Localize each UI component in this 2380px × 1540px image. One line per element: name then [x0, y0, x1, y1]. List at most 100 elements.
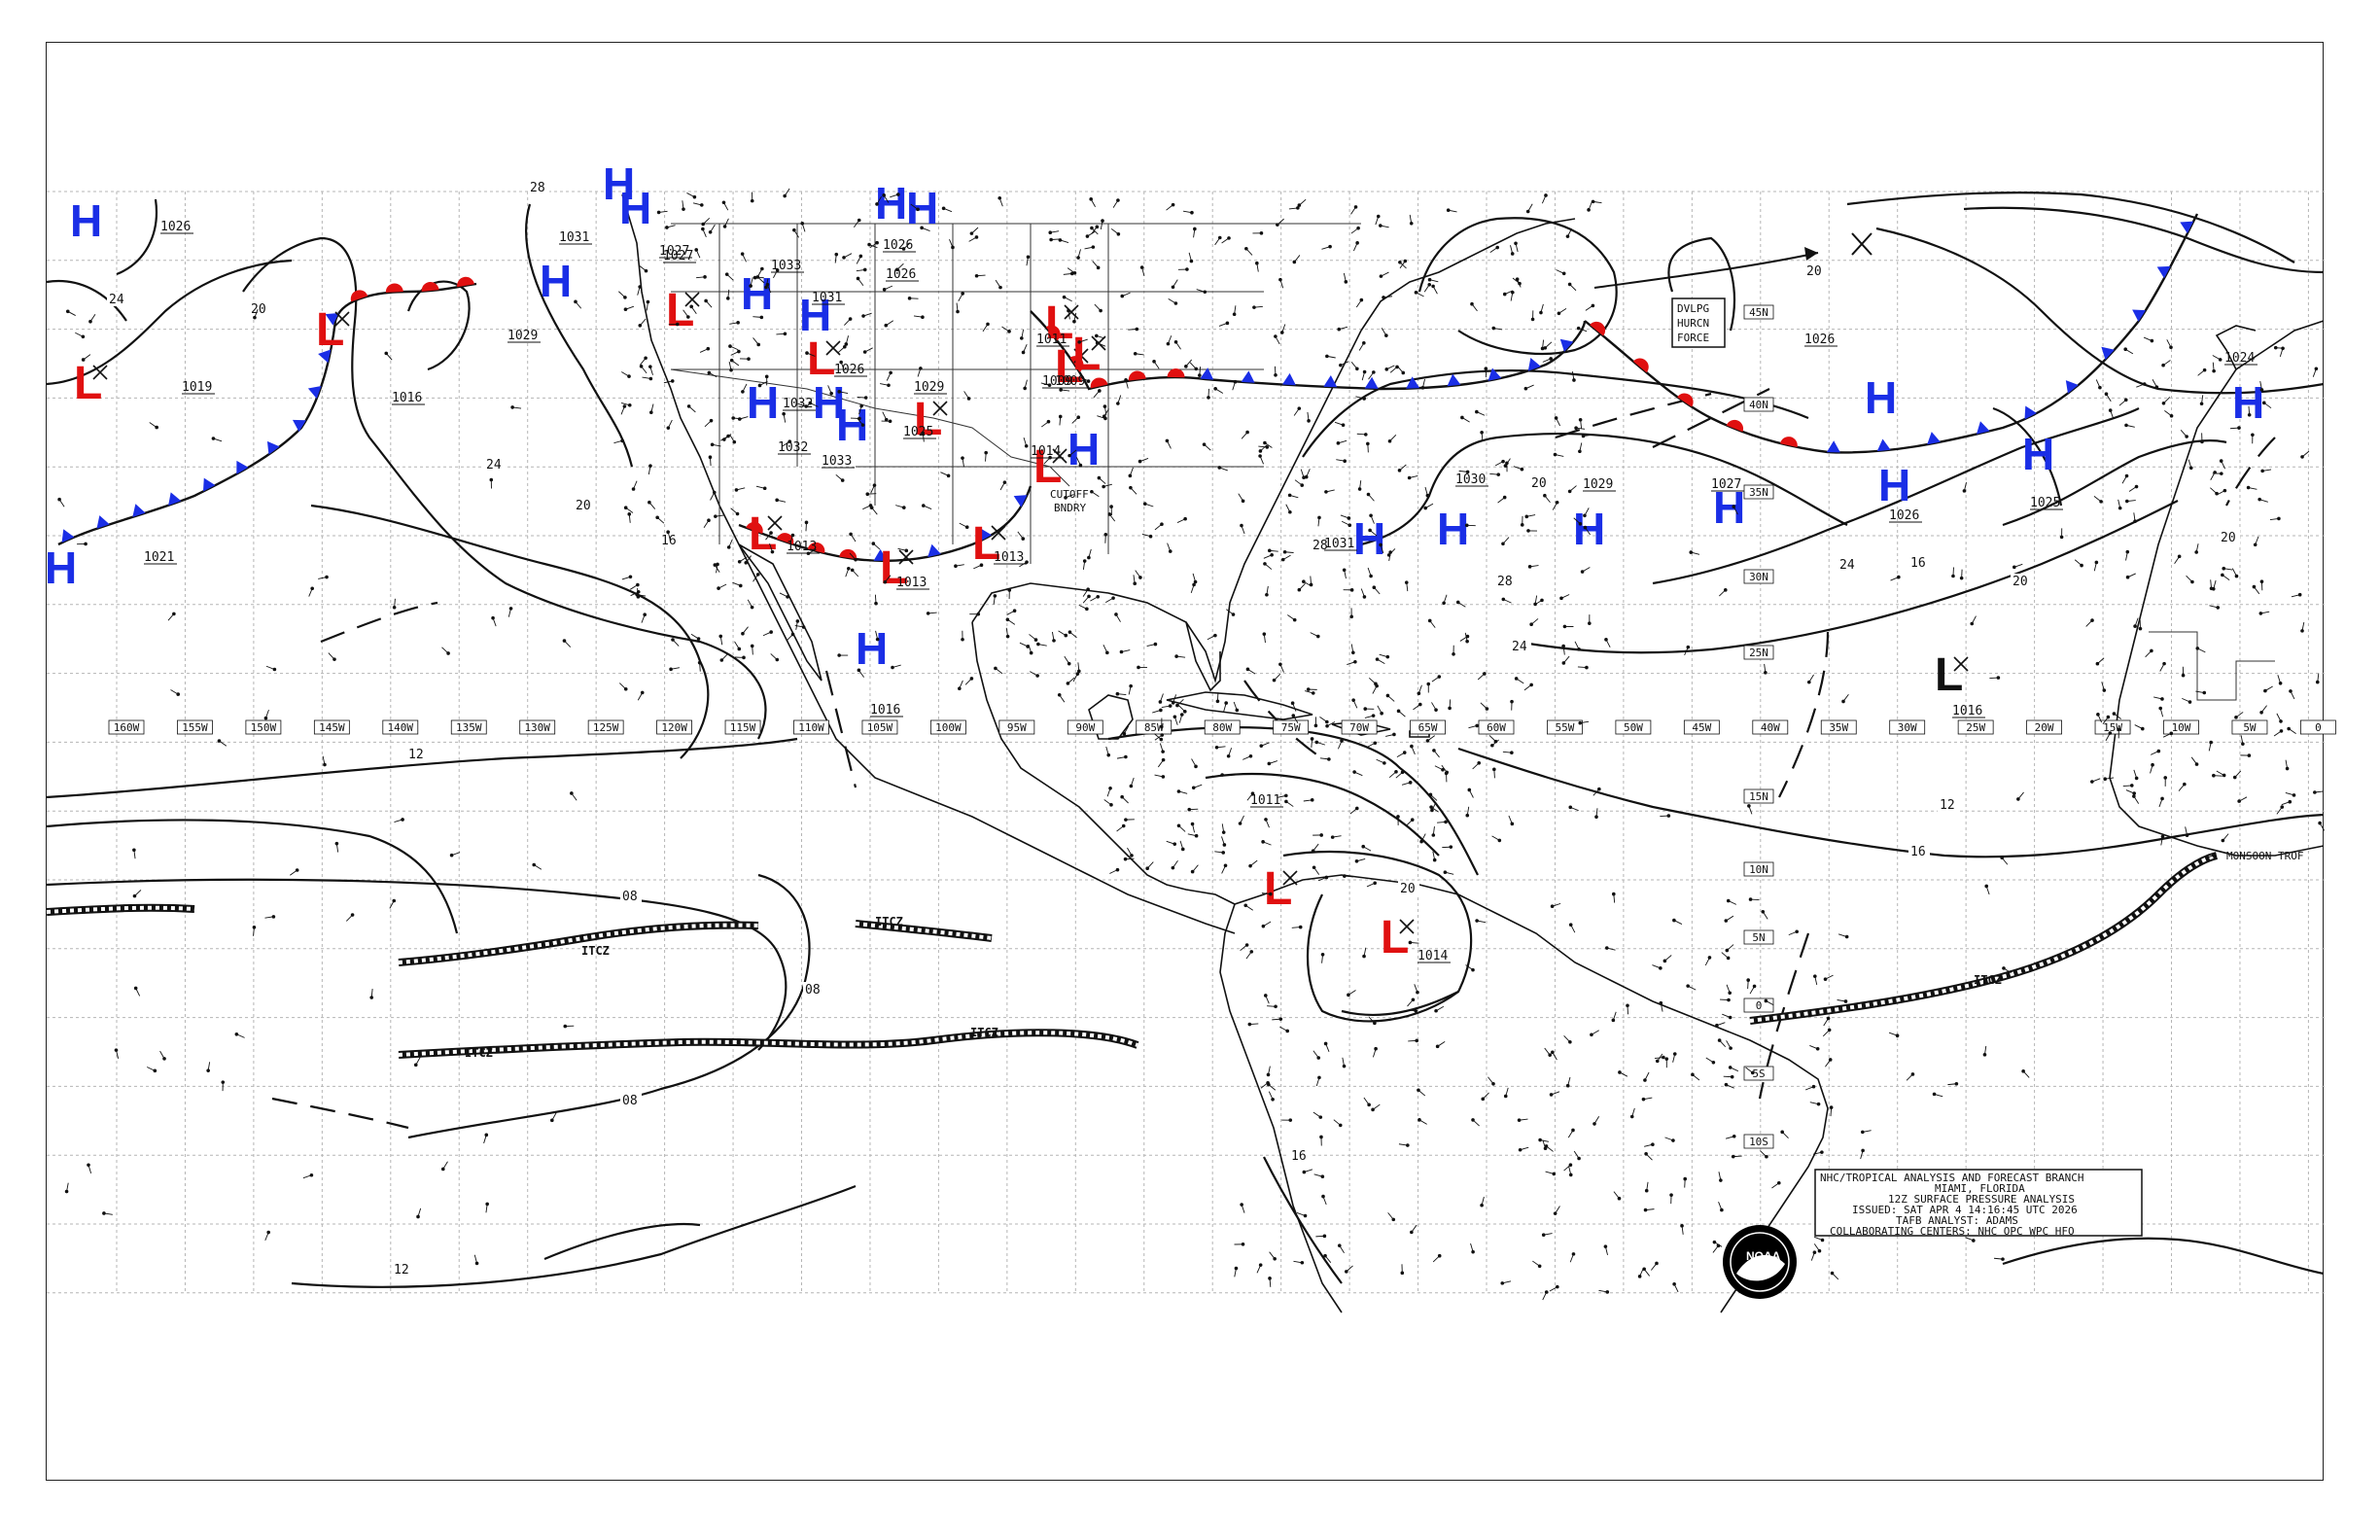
svg-text:H: H: [1865, 372, 1897, 423]
station-plot: [563, 1024, 575, 1029]
station-plot: [1297, 198, 1307, 207]
noaa-logo-text: NOAA: [1746, 1249, 1781, 1263]
station-plot: [1375, 657, 1385, 665]
station-plot: [1414, 291, 1424, 298]
station-plot: [1375, 214, 1381, 226]
svg-text:1029: 1029: [508, 329, 538, 343]
isobar-value: 12: [408, 748, 424, 762]
station-plot: [730, 508, 740, 516]
isobar-value: 20: [1531, 476, 1547, 491]
longitude-label: 50W: [1615, 719, 1652, 735]
station-plot: [1662, 955, 1672, 963]
station-plot: [1285, 504, 1292, 514]
svg-text:15W: 15W: [2103, 721, 2122, 734]
station-plot: [844, 335, 850, 346]
cutoff-boundary-label: CUTOFF BNDRY: [1050, 488, 1089, 514]
station-plot: [666, 530, 671, 541]
station-plot: [621, 371, 631, 378]
station-plot: [1093, 389, 1102, 399]
station-plot: [1089, 197, 1096, 207]
station-plot: [1315, 1075, 1321, 1087]
station-plot: [1669, 1193, 1673, 1205]
station-plot: [1838, 933, 1849, 939]
station-plot: [752, 337, 761, 347]
station-plot: [1259, 742, 1270, 748]
station-plot: [88, 313, 96, 324]
station-plot: [550, 1112, 557, 1123]
station-plot: [2263, 685, 2273, 693]
longitude-label: 20W: [2026, 719, 2063, 735]
station-plot: [1095, 333, 1105, 339]
station-plot: [1372, 585, 1381, 595]
station-plot: [1788, 929, 1799, 936]
longitude-label: 70W: [1341, 719, 1378, 735]
station-plot: [1066, 677, 1075, 685]
station-plot: [786, 632, 795, 642]
station-plot: [699, 346, 711, 353]
station-plot: [627, 512, 632, 523]
station-plot: [2095, 657, 2105, 666]
station-plot: [2105, 731, 2113, 742]
station-plot: [773, 268, 780, 279]
svg-text:H: H: [1068, 424, 1100, 474]
station-plot: [1382, 296, 1393, 299]
station-plot: [737, 556, 748, 564]
latitude-label: 10N: [1743, 861, 1774, 877]
station-plot: [974, 273, 986, 278]
station-plot: [999, 480, 1007, 491]
station-plot: [2164, 409, 2174, 418]
station-plot: [1166, 335, 1172, 346]
station-plot: [413, 1057, 421, 1068]
station-plot: [782, 411, 787, 423]
longitude-label: 40W: [1752, 719, 1789, 735]
isobar-value: 20: [576, 499, 591, 513]
station-plot: [1152, 708, 1163, 714]
station-plot: [1342, 1057, 1347, 1068]
station-plot: [2136, 382, 2147, 388]
station-plot: [1082, 559, 1087, 571]
station-plot: [1252, 231, 1264, 235]
station-plot: [1336, 439, 1348, 445]
station-plot: [1481, 1092, 1489, 1102]
station-plot: [491, 615, 497, 627]
station-plot: [856, 276, 864, 286]
station-plot: [1452, 645, 1455, 656]
station-plot: [1175, 698, 1184, 708]
station-plot: [1724, 915, 1734, 923]
cold-front-triangle: [1527, 358, 1541, 371]
station-plot: [1311, 843, 1319, 853]
station-plot: [1612, 892, 1616, 903]
station-plot: [1460, 415, 1470, 423]
station-plot: [1581, 434, 1592, 438]
station-plot: [655, 515, 665, 524]
station-plot: [1282, 549, 1294, 554]
station-plot: [926, 612, 937, 615]
station-plot: [1501, 537, 1510, 546]
station-plot: [2096, 713, 2103, 723]
station-plot: [1823, 1016, 1831, 1027]
station-plot: [1221, 836, 1227, 847]
station-plot: [1389, 365, 1399, 373]
station-plot: [1261, 921, 1272, 928]
station-plot: [2093, 496, 2103, 504]
station-plot: [890, 192, 900, 198]
station-plot: [764, 278, 769, 290]
station-plot: [1190, 582, 1196, 594]
station-plot: [1338, 739, 1344, 750]
station-plot: [783, 188, 790, 198]
station-plot: [764, 374, 769, 386]
station-plot: [1317, 875, 1329, 882]
low-pressure-center: L 1016: [316, 304, 425, 405]
station-plot: [1982, 1045, 1987, 1057]
station-plot: [1312, 865, 1320, 875]
station-plot: [2124, 423, 2135, 428]
station-plot: [1268, 1091, 1275, 1102]
station-plot: [1503, 458, 1511, 468]
station-plot: [1410, 1224, 1418, 1235]
station-plot: [2247, 405, 2252, 417]
station-plot: [870, 483, 877, 494]
svg-text:H: H: [1878, 460, 1910, 510]
station-plot: [1119, 649, 1131, 654]
